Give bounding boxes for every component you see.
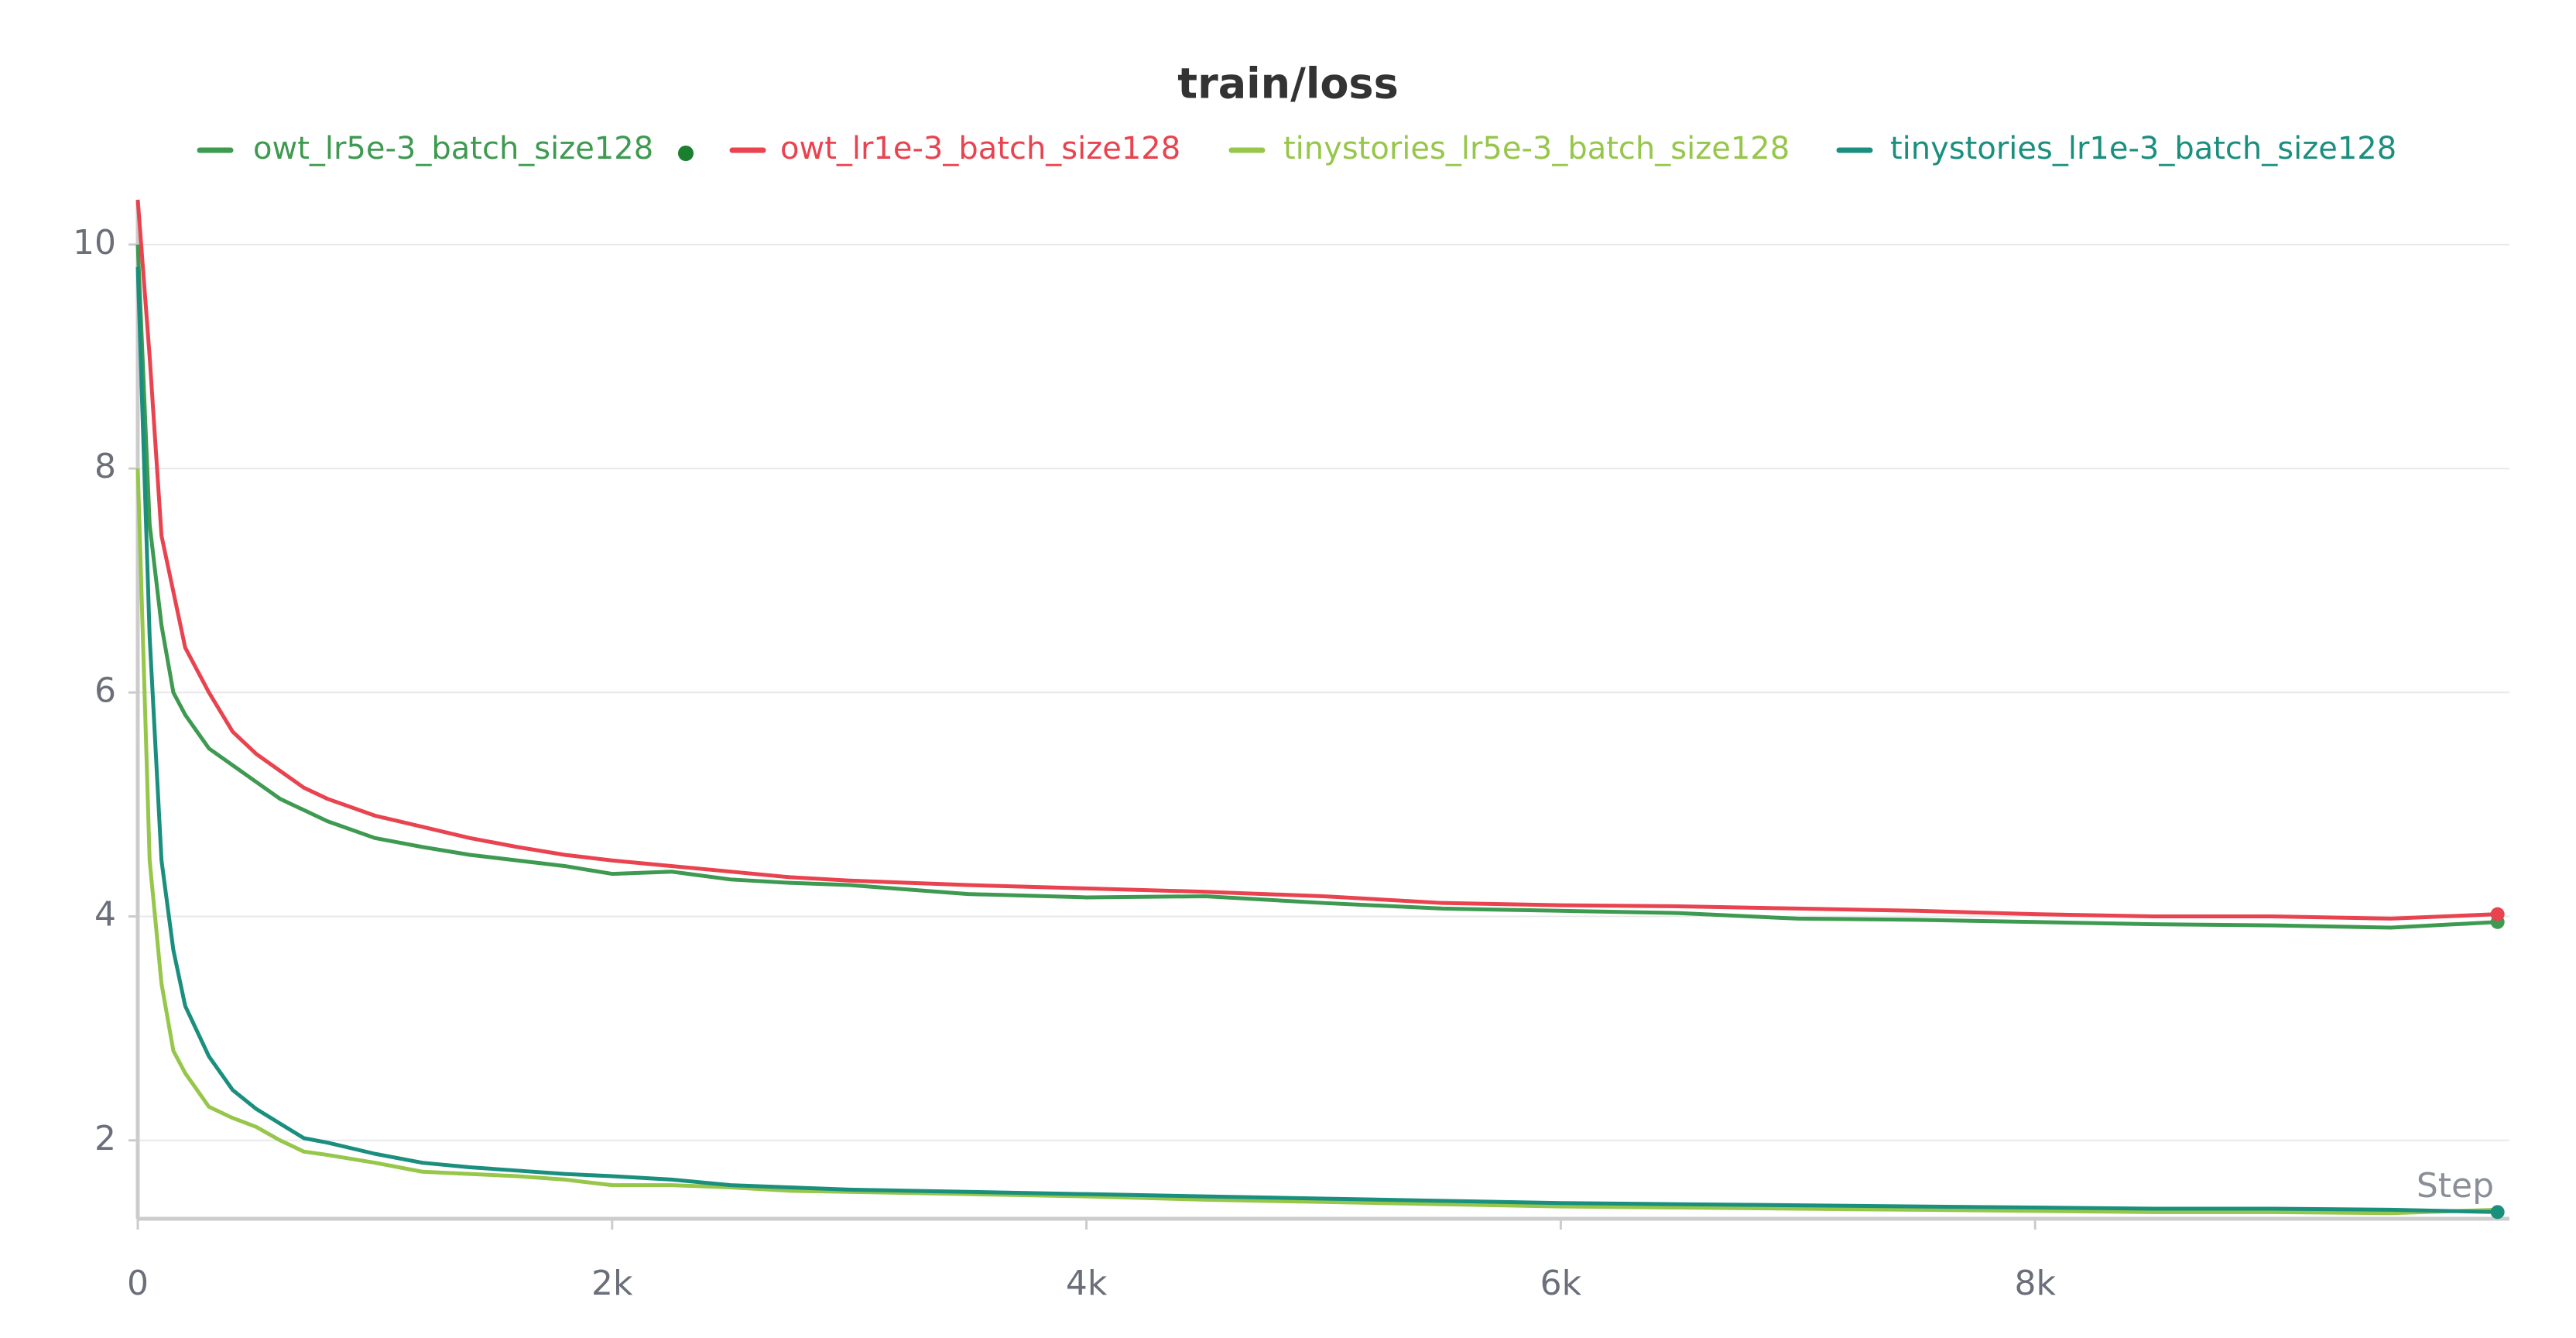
series-line (135, 199, 2498, 921)
series-line (135, 266, 2498, 1214)
end-marker (2490, 907, 2505, 921)
x-axis-label: Step (2417, 1166, 2494, 1206)
series-line (135, 244, 2498, 930)
legend-label: owt_lr5e-3_batch_size128 (253, 131, 653, 166)
x-tick-label: 2k (591, 1264, 633, 1303)
end-marker (2490, 1205, 2505, 1220)
series-line (135, 468, 2498, 1216)
legend-label: owt_lr1e-3_batch_size128 (780, 131, 1180, 166)
y-tick-label: 2 (94, 1119, 116, 1158)
x-tick-label: 4k (1066, 1264, 1108, 1303)
y-tick-label: 6 (94, 671, 116, 710)
y-tick-label: 8 (94, 447, 116, 486)
x-tick-label: 8k (2014, 1264, 2056, 1303)
legend-label: tinystories_lr5e-3_batch_size128 (1283, 131, 1790, 166)
y-tick-label: 10 (73, 223, 116, 262)
x-tick-label: 0 (127, 1264, 149, 1303)
x-tick-label: 6k (1540, 1264, 1582, 1303)
legend-label: tinystories_lr1e-3_batch_size128 (1890, 131, 2396, 166)
chart-title: train/loss (1177, 60, 1398, 108)
y-tick-label: 4 (94, 895, 116, 935)
legend-highlight-dot (678, 146, 694, 161)
